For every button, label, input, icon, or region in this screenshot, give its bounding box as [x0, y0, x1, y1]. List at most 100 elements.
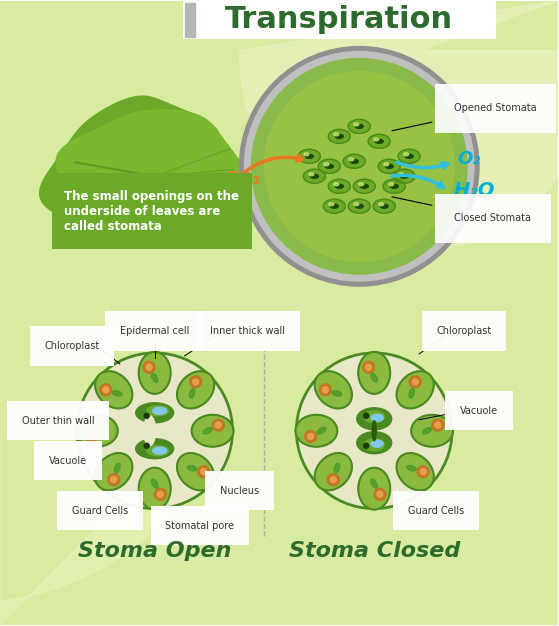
Ellipse shape — [357, 432, 392, 454]
Ellipse shape — [139, 468, 170, 510]
Ellipse shape — [396, 371, 434, 408]
Ellipse shape — [315, 453, 352, 490]
Ellipse shape — [334, 183, 339, 186]
Ellipse shape — [325, 164, 333, 168]
Ellipse shape — [371, 373, 377, 382]
Text: Stoma Closed: Stoma Closed — [288, 540, 460, 560]
Ellipse shape — [372, 421, 376, 441]
Ellipse shape — [374, 138, 378, 141]
Ellipse shape — [404, 153, 409, 156]
Ellipse shape — [373, 199, 395, 213]
Ellipse shape — [371, 479, 377, 488]
Ellipse shape — [357, 408, 392, 430]
Circle shape — [190, 376, 202, 388]
Ellipse shape — [398, 150, 420, 163]
Ellipse shape — [364, 411, 384, 423]
Text: Opened Stomata: Opened Stomata — [392, 103, 537, 131]
Ellipse shape — [309, 173, 314, 176]
Ellipse shape — [399, 173, 404, 176]
Circle shape — [146, 364, 152, 370]
Polygon shape — [40, 96, 220, 237]
Circle shape — [374, 488, 386, 500]
Text: Vacuole: Vacuole — [49, 456, 87, 466]
Text: Stoma Open: Stoma Open — [78, 540, 231, 560]
Circle shape — [77, 353, 233, 508]
Circle shape — [144, 413, 149, 418]
Circle shape — [409, 376, 421, 388]
Ellipse shape — [364, 439, 384, 451]
Ellipse shape — [136, 403, 174, 423]
Ellipse shape — [203, 428, 212, 434]
Ellipse shape — [153, 408, 167, 414]
Ellipse shape — [353, 179, 375, 193]
Ellipse shape — [332, 391, 342, 396]
Bar — [184, 3, 195, 36]
Ellipse shape — [324, 163, 329, 166]
Text: Inner thick wall: Inner thick wall — [210, 326, 285, 336]
Ellipse shape — [115, 463, 120, 473]
Ellipse shape — [354, 123, 359, 126]
Ellipse shape — [396, 453, 434, 490]
Text: The small openings on the
underside of leaves are
called stomata: The small openings on the underside of l… — [64, 190, 239, 233]
Circle shape — [157, 491, 163, 497]
Ellipse shape — [378, 159, 400, 173]
Ellipse shape — [317, 428, 326, 434]
Ellipse shape — [358, 352, 390, 394]
Ellipse shape — [305, 155, 314, 158]
Circle shape — [305, 431, 317, 443]
Ellipse shape — [144, 416, 155, 446]
Ellipse shape — [95, 371, 132, 408]
Ellipse shape — [334, 133, 339, 136]
Ellipse shape — [139, 352, 170, 394]
Ellipse shape — [348, 120, 370, 133]
Ellipse shape — [423, 428, 432, 434]
Circle shape — [364, 413, 369, 418]
Ellipse shape — [95, 453, 132, 490]
Text: Closed Stomata: Closed Stomata — [392, 197, 531, 223]
Ellipse shape — [411, 415, 453, 447]
Ellipse shape — [375, 140, 383, 143]
Circle shape — [432, 419, 444, 431]
Text: Nucleus: Nucleus — [220, 486, 259, 496]
Circle shape — [377, 491, 383, 497]
Ellipse shape — [371, 440, 383, 447]
Ellipse shape — [330, 204, 338, 208]
Ellipse shape — [334, 463, 339, 473]
Ellipse shape — [409, 389, 414, 398]
Circle shape — [264, 71, 454, 261]
Ellipse shape — [348, 199, 370, 213]
Circle shape — [435, 422, 440, 428]
Circle shape — [111, 476, 117, 483]
Circle shape — [417, 466, 429, 478]
Ellipse shape — [393, 169, 415, 183]
Circle shape — [215, 422, 221, 428]
Text: Guard Cells: Guard Cells — [72, 506, 128, 516]
Ellipse shape — [389, 183, 394, 186]
Ellipse shape — [356, 125, 363, 128]
Circle shape — [144, 443, 149, 448]
Circle shape — [307, 433, 314, 439]
FancyBboxPatch shape — [52, 173, 253, 249]
Circle shape — [212, 419, 224, 431]
Ellipse shape — [187, 465, 197, 471]
Ellipse shape — [304, 169, 325, 183]
Text: Stomatal pore: Stomatal pore — [165, 521, 234, 531]
Ellipse shape — [153, 447, 167, 454]
Polygon shape — [0, 426, 200, 625]
Ellipse shape — [136, 439, 174, 459]
Ellipse shape — [390, 184, 398, 188]
Ellipse shape — [304, 153, 309, 156]
Ellipse shape — [315, 371, 352, 408]
Ellipse shape — [328, 130, 350, 143]
Ellipse shape — [299, 150, 320, 163]
Ellipse shape — [335, 184, 343, 188]
Text: Epidermal cell: Epidermal cell — [120, 326, 190, 336]
Text: H₂O: H₂O — [454, 182, 496, 200]
Text: Transpiration: Transpiration — [225, 5, 453, 34]
Ellipse shape — [383, 163, 389, 166]
Circle shape — [412, 379, 418, 385]
Ellipse shape — [97, 428, 106, 434]
Ellipse shape — [310, 174, 318, 178]
Circle shape — [323, 387, 328, 393]
Circle shape — [296, 353, 452, 508]
